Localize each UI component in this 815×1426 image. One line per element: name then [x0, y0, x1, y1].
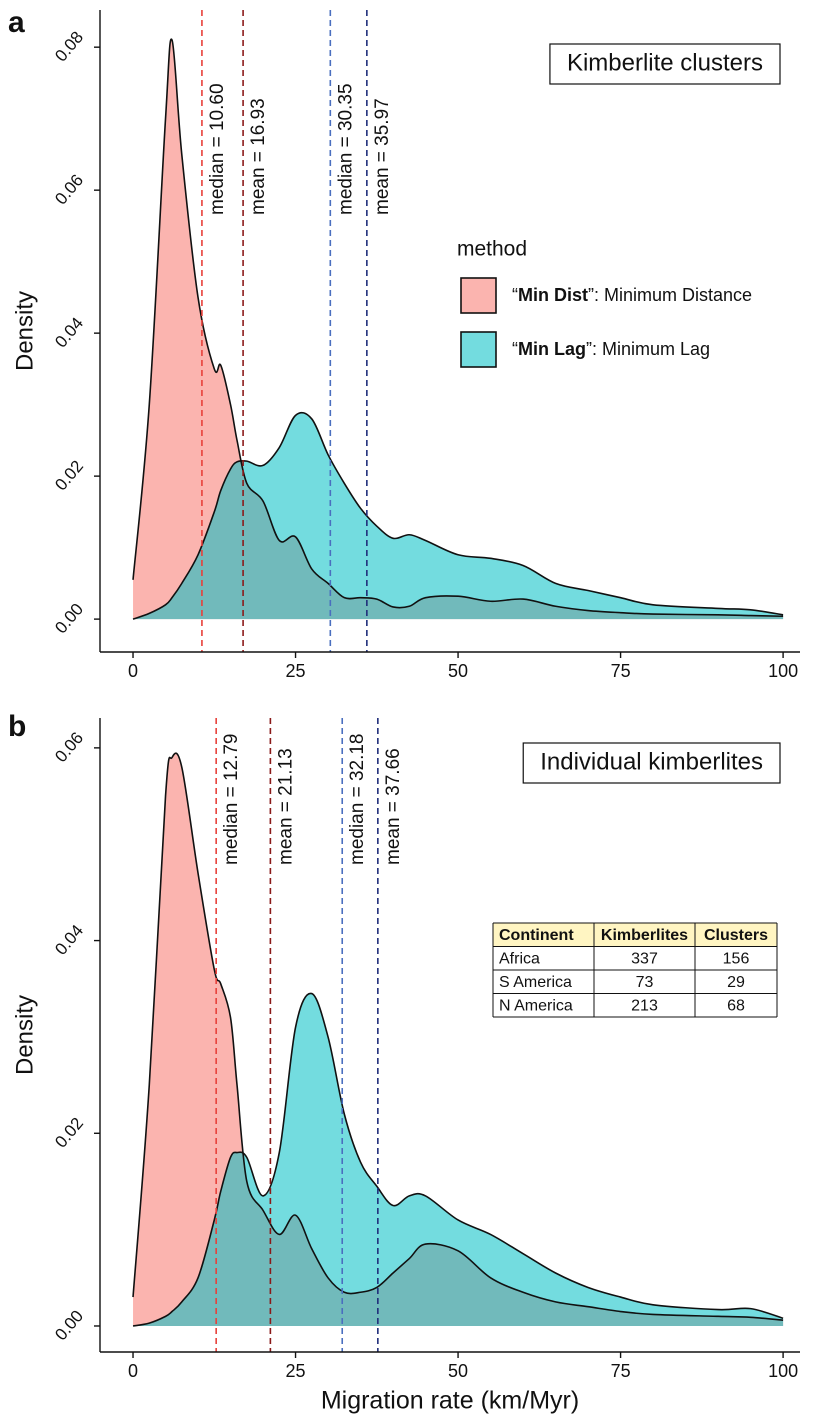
table-header: Continent [499, 927, 574, 944]
table-header: Kimberlites [601, 927, 688, 944]
reference-label: median = 30.35 [335, 83, 356, 215]
x-tick-label: 25 [286, 1361, 306, 1381]
panel-title: Kimberlite clusters [567, 49, 763, 76]
density-area [133, 753, 784, 1326]
y-axis-label: Density [11, 995, 38, 1075]
table-cell: 68 [727, 997, 745, 1014]
legend-label: “Min Lag”: Minimum Lag [512, 339, 710, 359]
table-header: Clusters [704, 927, 768, 944]
density-line [132, 752, 784, 1321]
x-tick-label: 50 [448, 661, 468, 681]
title-box [549, 43, 781, 85]
density-line [132, 38, 784, 618]
y-tick-label: 0.02 [51, 457, 87, 495]
table-cell: 29 [727, 974, 745, 991]
table-cell: Africa [499, 950, 540, 967]
x-tick-label: 0 [128, 1361, 138, 1381]
reference-label: mean = 37.66 [383, 748, 404, 865]
x-tick-label: 100 [768, 1361, 798, 1381]
x-tick-label: 0 [128, 661, 138, 681]
y-tick-label: 0.06 [51, 728, 87, 766]
y-tick-label: 0.04 [51, 314, 87, 352]
table-cell: N America [499, 997, 573, 1014]
y-tick-label: 0.00 [51, 600, 87, 638]
x-tick-label: 50 [448, 1361, 468, 1381]
title-box [522, 742, 781, 784]
table-cell: 337 [631, 950, 658, 967]
density-area [133, 412, 784, 620]
reference-label: median = 32.18 [347, 733, 368, 865]
table-cell: 156 [723, 950, 750, 967]
table-header-bg [493, 923, 777, 947]
reference-label: mean = 21.13 [275, 748, 296, 865]
y-tick-label: 0.00 [51, 1307, 87, 1345]
density-line [132, 992, 784, 1327]
legend-key [460, 331, 497, 368]
x-tick-label: 75 [611, 661, 631, 681]
table-cell: 73 [636, 974, 654, 991]
reference-label: mean = 35.97 [372, 98, 393, 215]
x-tick-label: 100 [768, 661, 798, 681]
x-tick-label: 25 [286, 661, 306, 681]
y-axis-label: Density [11, 291, 38, 371]
legend-key [460, 277, 497, 314]
reference-label: median = 12.79 [221, 733, 242, 865]
table-cell: S America [499, 974, 572, 991]
panel-label: b [8, 710, 26, 743]
y-tick-label: 0.08 [51, 28, 87, 66]
reference-label: median = 10.60 [207, 83, 228, 215]
y-tick-label: 0.04 [51, 921, 87, 959]
panel-label: a [8, 6, 25, 39]
x-axis-label: Migration rate (km/Myr) [321, 1387, 579, 1415]
table-cell: 213 [631, 997, 658, 1014]
reference-label: mean = 16.93 [248, 98, 269, 215]
panel-title: Individual kimberlites [540, 748, 763, 775]
legend-title: method [457, 238, 527, 261]
y-tick-label: 0.02 [51, 1114, 87, 1152]
density-line [132, 411, 784, 620]
density-area [133, 993, 784, 1326]
legend-label: “Min Dist”: Minimum Distance [512, 285, 752, 305]
x-tick-label: 75 [611, 1361, 631, 1381]
y-tick-label: 0.06 [51, 171, 87, 209]
